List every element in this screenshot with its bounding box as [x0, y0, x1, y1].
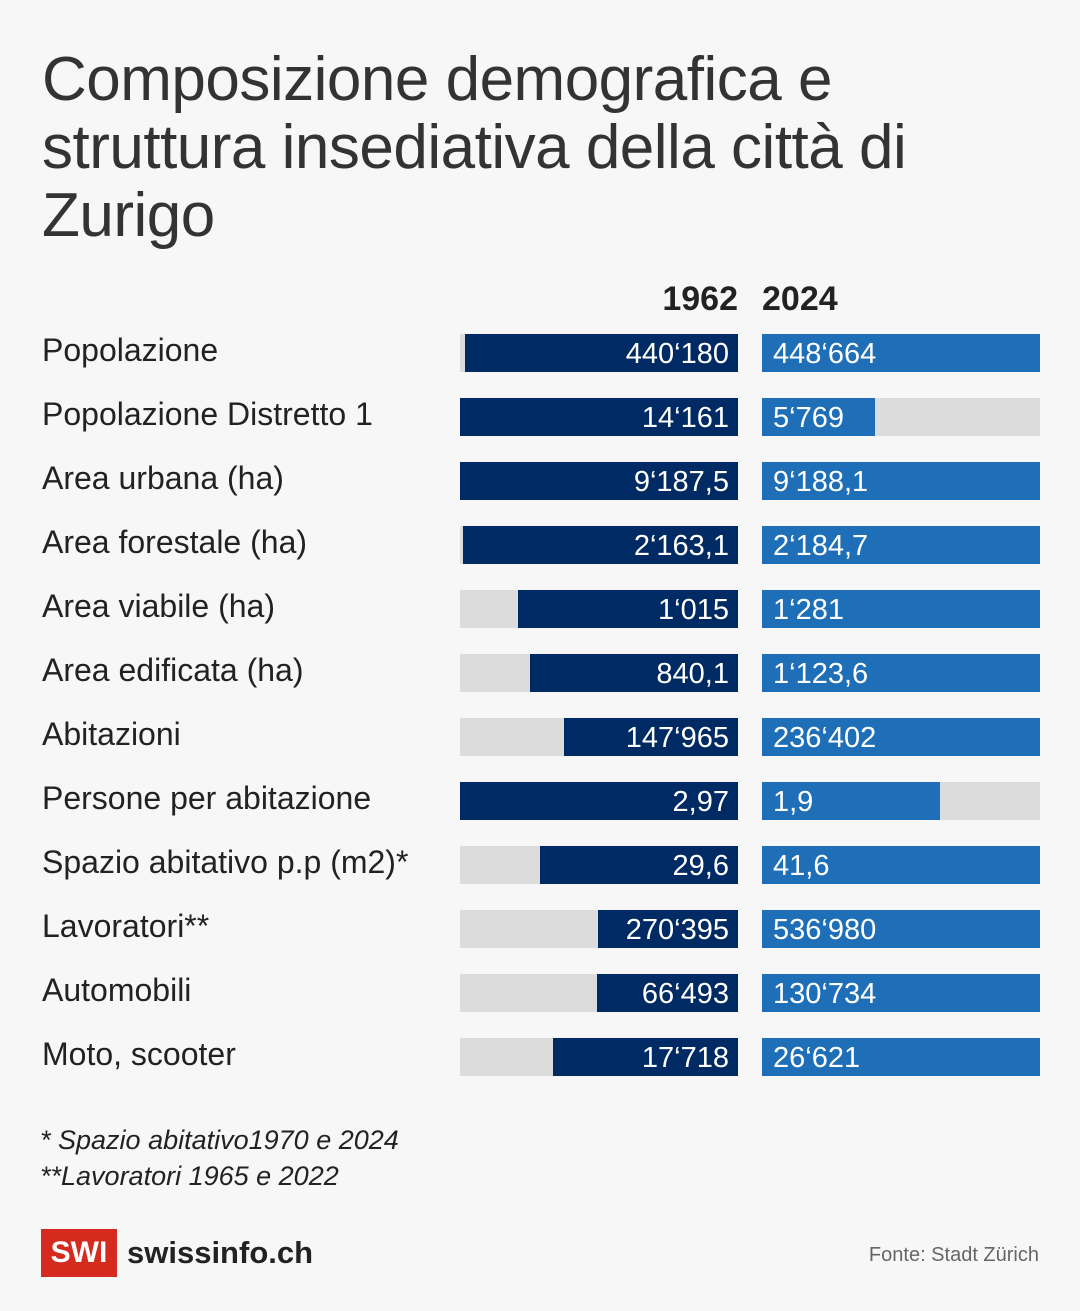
footnote-living-space: * Spazio abitativo1970 e 2024: [40, 1125, 399, 1155]
chart-title: Composizione demografica e struttura ins…: [42, 45, 907, 250]
bar-1962: [564, 718, 738, 756]
logo-wordmark: swissinfo.ch: [127, 1235, 314, 1270]
bar-2024: [762, 590, 1040, 628]
value-label-2024: 26‘621: [773, 1042, 861, 1074]
column-header-1962: 1962: [662, 280, 738, 318]
value-label-2024: 1‘281: [773, 594, 844, 626]
value-label-1962: 17‘718: [641, 1042, 729, 1074]
value-label-2024: 536‘980: [773, 914, 877, 946]
footnote-workers: **Lavoratori 1965 e 2022: [40, 1161, 339, 1191]
bar-1962: [460, 782, 738, 820]
source-credit: Fonte: Stadt Zürich: [868, 1244, 1039, 1266]
value-label-2024: 130‘734: [773, 978, 877, 1010]
value-label-1962: 2‘163,1: [633, 530, 729, 562]
value-label-2024: 448‘664: [773, 338, 877, 370]
value-label-1962: 66‘493: [641, 978, 729, 1010]
bar-1962: [463, 526, 738, 564]
value-label-2024: 5‘769: [773, 402, 844, 434]
row-label: Popolazione Distretto 1: [42, 396, 373, 432]
row-label: Area viabile (ha): [42, 588, 275, 624]
row-label: Area urbana (ha): [42, 460, 284, 496]
row-label: Popolazione: [42, 332, 219, 368]
value-label-1962: 14‘161: [641, 402, 729, 434]
row-label: Moto, scooter: [42, 1036, 236, 1072]
bar-1962: [597, 974, 738, 1012]
row-label: Lavoratori**: [42, 908, 210, 944]
bar-2024: [762, 782, 940, 820]
value-label-2024: 1,9: [773, 786, 814, 818]
value-label-1962: 29,6: [672, 850, 729, 882]
row-label: Spazio abitativo p.p (m2)*: [42, 844, 409, 880]
row-label: Area forestale (ha): [42, 524, 308, 560]
bar-2024: [762, 526, 1040, 564]
bar-2024: [762, 334, 1040, 372]
bar-1962: [460, 398, 738, 436]
value-label-2024: 41,6: [773, 850, 830, 882]
value-label-1962: 2,97: [672, 786, 729, 818]
bar-2024: [762, 718, 1040, 756]
row-label: Area edificata (ha): [42, 652, 304, 688]
row-label: Automobili: [42, 972, 192, 1008]
bar-1962: [598, 910, 738, 948]
value-label-1962: 1‘015: [658, 594, 729, 626]
swi-logo-mark: SWI: [41, 1229, 117, 1277]
value-label-2024: 2‘184,7: [773, 530, 869, 562]
bar-1962: [460, 462, 738, 500]
row-label: Persone per abitazione: [42, 780, 372, 816]
bar-1962: [530, 654, 738, 692]
bar-1962: [518, 590, 738, 628]
bar-2024: [762, 654, 1040, 692]
column-header-2024: 2024: [762, 280, 838, 318]
bar-2024: [762, 910, 1040, 948]
bar-1962: [465, 334, 738, 372]
value-label-1962: 840,1: [656, 658, 729, 690]
value-label-2024: 9‘188,1: [773, 466, 869, 498]
bar-1962: [553, 1038, 738, 1076]
row-label: Abitazioni: [42, 716, 181, 752]
value-label-1962: 9‘187,5: [633, 466, 729, 498]
bar-2024: [762, 462, 1040, 500]
value-label-1962: 440‘180: [625, 338, 729, 370]
value-label-1962: 270‘395: [625, 914, 729, 946]
value-label-2024: 1‘123,6: [773, 658, 869, 690]
bar-2024: [762, 846, 1040, 884]
bar-2024: [762, 974, 1040, 1012]
bar-2024: [762, 398, 875, 436]
footnotes: * Spazio abitativo1970 e 2024 **Lavorato…: [40, 1122, 399, 1194]
value-label-2024: 236‘402: [773, 722, 877, 754]
bar-2024: [762, 1038, 1040, 1076]
bar-1962: [540, 846, 738, 884]
value-label-1962: 147‘965: [625, 722, 729, 754]
